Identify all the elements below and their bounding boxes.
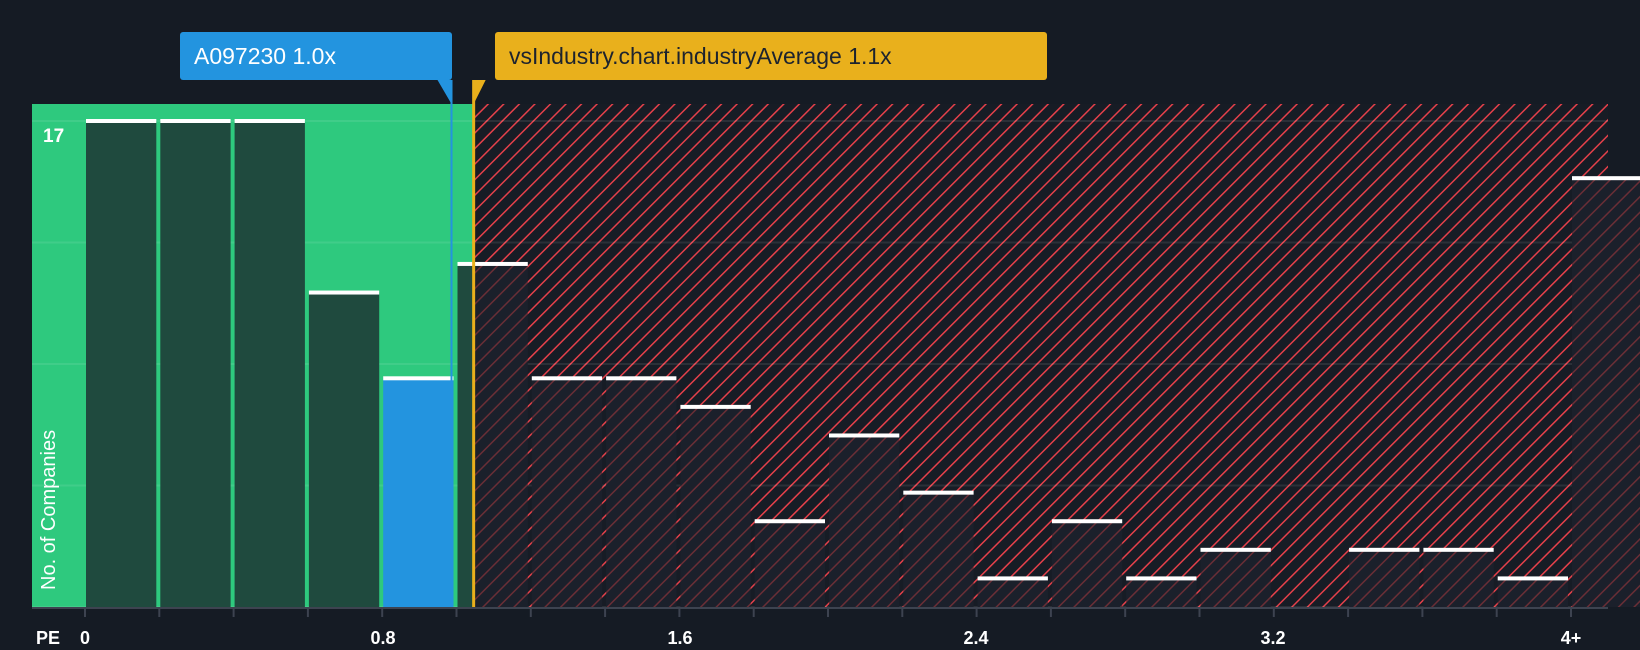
bar-cap [829,433,900,438]
bar-cap [1497,576,1568,581]
bar-cap [383,376,454,381]
y-tick-top: 17 [43,126,65,147]
histogram-bar [531,378,603,607]
histogram-bar [86,121,157,607]
histogram-bar [160,121,231,607]
bar-cap [1349,547,1420,552]
company-callout-pointer [437,80,452,104]
histogram-bars [86,119,1640,608]
x-tick-0: 0 [79,628,91,648]
bar-cap [1051,519,1123,524]
histogram-bar [1423,549,1494,607]
histogram-bar [977,578,1048,607]
bar-cap [234,119,305,123]
x-tick-1-6: 1.6 [667,628,693,648]
bar-cap [977,576,1048,581]
bar-cap [160,119,231,123]
histogram-bar [829,435,900,607]
bar-cap [1423,547,1494,552]
histogram-bar [903,492,974,607]
histogram-bar [234,121,305,607]
x-axis-label: PE [36,628,61,648]
bar-cap [680,404,751,409]
histogram-bar [383,378,454,607]
bar-cap [86,119,157,123]
x-axis [32,607,1608,617]
x-tick-2-4: 2.4 [963,628,989,648]
histogram-bar [680,406,751,607]
bar-cap [1200,547,1271,552]
bar-cap [1126,576,1197,581]
bar-cap [531,376,603,381]
histogram-bar-part [457,263,475,607]
bar-cap [903,490,974,495]
bar-cap [457,261,528,266]
value-markers [437,80,486,607]
y-axis-label: No. of Companies [38,429,60,590]
x-tick-4plus: 4+ [1560,628,1582,648]
bar-cap [1572,176,1640,181]
x-tick-0-8: 0.8 [370,628,396,648]
company-pe-callout: A097230 1.0x [180,32,452,80]
x-tick-3-2: 3.2 [1260,628,1286,648]
histogram-bar [1200,549,1271,607]
bar-cap [606,376,677,381]
histogram-bar [1051,521,1123,607]
histogram-bar [754,521,825,607]
bar-cap [754,519,825,524]
histogram-bar [1572,178,1640,608]
histogram-bar [1497,578,1568,607]
histogram-bar [308,292,380,607]
industry-callout-pointer [473,80,486,104]
histogram-bar [1126,578,1197,607]
bar-cap [308,290,380,295]
histogram-bar [606,378,677,607]
histogram-bar [1349,549,1420,607]
industry-average-callout: vsIndustry.chart.industryAverage 1.1x [495,32,1047,80]
